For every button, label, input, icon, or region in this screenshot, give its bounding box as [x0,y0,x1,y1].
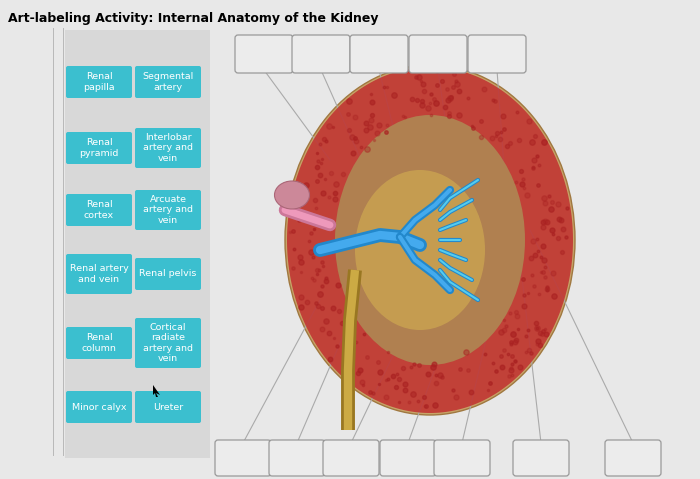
Text: Renal
papilla: Renal papilla [83,72,115,91]
Polygon shape [153,385,160,397]
Ellipse shape [335,115,525,365]
Text: Renal
pyramid: Renal pyramid [79,138,119,158]
FancyBboxPatch shape [409,35,467,73]
FancyBboxPatch shape [135,190,201,230]
FancyBboxPatch shape [66,66,132,98]
FancyBboxPatch shape [66,327,132,359]
FancyBboxPatch shape [135,318,201,368]
FancyBboxPatch shape [434,440,490,476]
FancyBboxPatch shape [135,258,201,290]
FancyBboxPatch shape [135,391,201,423]
FancyBboxPatch shape [215,440,271,476]
FancyBboxPatch shape [66,254,132,294]
FancyBboxPatch shape [66,132,132,164]
FancyBboxPatch shape [66,194,132,226]
Text: Minor calyx: Minor calyx [71,402,126,411]
Text: Renal artery
and vein: Renal artery and vein [69,264,128,284]
Ellipse shape [274,181,309,209]
Text: Cortical
radiate
artery and
vein: Cortical radiate artery and vein [143,323,193,363]
FancyBboxPatch shape [135,66,201,98]
FancyBboxPatch shape [235,35,293,73]
FancyBboxPatch shape [66,391,132,423]
FancyBboxPatch shape [350,35,408,73]
Text: Segmental
artery: Segmental artery [142,72,194,91]
Text: Interlobar
artery and
vein: Interlobar artery and vein [143,133,193,163]
Text: Ureter: Ureter [153,402,183,411]
Ellipse shape [285,65,575,415]
Polygon shape [287,67,573,413]
FancyBboxPatch shape [65,30,210,458]
FancyBboxPatch shape [513,440,569,476]
Text: Renal pelvis: Renal pelvis [139,270,197,278]
FancyBboxPatch shape [468,35,526,73]
FancyBboxPatch shape [380,440,436,476]
Text: Renal
column: Renal column [82,333,116,353]
FancyBboxPatch shape [135,128,201,168]
FancyBboxPatch shape [605,440,661,476]
Ellipse shape [355,170,485,330]
Text: Arcuate
artery and
vein: Arcuate artery and vein [143,195,193,225]
FancyBboxPatch shape [323,440,379,476]
Text: Art-labeling Activity: Internal Anatomy of the Kidney: Art-labeling Activity: Internal Anatomy … [8,12,379,25]
FancyBboxPatch shape [269,440,325,476]
FancyBboxPatch shape [292,35,350,73]
Text: Renal
cortex: Renal cortex [84,200,114,220]
